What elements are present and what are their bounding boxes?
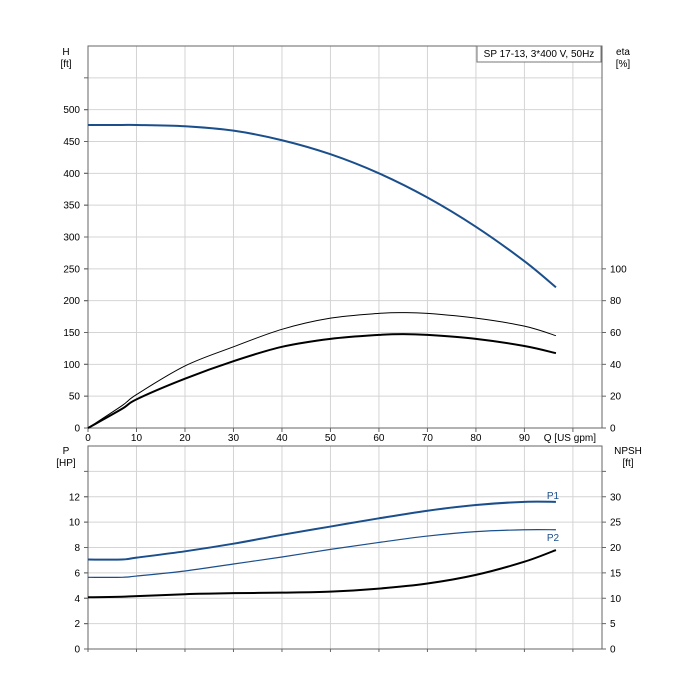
npsh-axis-label: NPSH xyxy=(614,446,642,457)
y2-tick-label: 20 xyxy=(610,392,622,403)
y2-tick-label: 25 xyxy=(610,518,622,529)
y-tick-label: 6 xyxy=(74,568,80,579)
npsh-curve xyxy=(87,549,557,599)
x-tick-label: 10 xyxy=(131,433,143,444)
x-tick-label: 90 xyxy=(519,433,531,444)
y2-tick-label: 30 xyxy=(610,492,622,503)
y2-tick-label: 5 xyxy=(610,619,616,630)
y2-tick-label: 10 xyxy=(610,594,622,605)
efficiency-curve-upper xyxy=(87,312,557,429)
y2-tick-label: 60 xyxy=(610,328,622,339)
x-axis-label: Q [US gpm] xyxy=(544,433,596,444)
y-tick-label: 300 xyxy=(63,233,80,244)
h-axis-label: H xyxy=(62,47,69,58)
y-tick-label: 200 xyxy=(63,296,80,307)
series-label-p1: P1 xyxy=(547,491,560,502)
x-tick-label: 50 xyxy=(325,433,337,444)
eta-axis-label: eta xyxy=(616,47,630,58)
y-tick-label: 450 xyxy=(63,137,80,148)
y-tick-label: 10 xyxy=(69,518,81,529)
x-tick-label: 30 xyxy=(228,433,240,444)
y-tick-label: 0 xyxy=(74,645,80,656)
npsh-axis-unit: [ft] xyxy=(622,458,633,469)
h-axis-unit: [ft] xyxy=(60,59,71,70)
p-axis-label: P xyxy=(63,446,70,457)
y-tick-label: 50 xyxy=(69,392,81,403)
eta-axis-unit: [%] xyxy=(616,59,631,70)
y-tick-label: 400 xyxy=(63,169,80,180)
head-curve xyxy=(88,123,557,289)
y-tick-label: 150 xyxy=(63,328,80,339)
chart-title: SP 17-13, 3*400 V, 50Hz xyxy=(484,49,595,60)
y2-tick-label: 40 xyxy=(610,360,622,371)
p-axis-unit: [HP] xyxy=(56,458,76,469)
y2-tick-label: 0 xyxy=(610,424,616,435)
power-p1-curve xyxy=(87,500,556,561)
power-p2-curve xyxy=(87,528,556,579)
y-tick-label: 350 xyxy=(63,201,80,212)
y-tick-label: 2 xyxy=(74,619,80,630)
y-tick-label: 8 xyxy=(74,543,80,554)
y-tick-label: 500 xyxy=(63,105,80,116)
y2-tick-label: 15 xyxy=(610,568,622,579)
x-tick-label: 20 xyxy=(179,433,191,444)
y-tick-label: 100 xyxy=(63,360,80,371)
x-tick-label: 60 xyxy=(373,433,385,444)
y2-tick-label: 80 xyxy=(610,296,622,307)
y-tick-label: 250 xyxy=(63,264,80,275)
x-tick-label: 0 xyxy=(85,433,91,444)
y-tick-label: 12 xyxy=(69,492,81,503)
y-tick-label: 4 xyxy=(74,594,80,605)
x-tick-label: 70 xyxy=(422,433,434,444)
efficiency-curve-lower xyxy=(87,333,557,429)
y2-tick-label: 0 xyxy=(610,645,616,656)
series-label-p2: P2 xyxy=(547,533,560,544)
y-tick-label: 0 xyxy=(74,424,80,435)
x-tick-label: 80 xyxy=(470,433,482,444)
x-tick-label: 40 xyxy=(276,433,288,444)
y2-tick-label: 100 xyxy=(610,264,627,275)
y2-tick-label: 20 xyxy=(610,543,622,554)
title-box xyxy=(476,45,602,63)
